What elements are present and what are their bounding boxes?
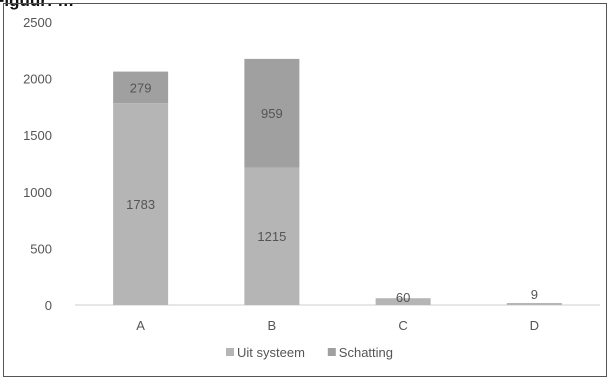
x-tick-label: D	[530, 318, 539, 333]
x-tick-label: A	[136, 318, 145, 333]
legend-label: Schatting	[339, 345, 393, 360]
y-tick-label: 500	[30, 241, 52, 256]
chart-title: Figuur: …	[0, 0, 75, 10]
x-tick-label: B	[268, 318, 277, 333]
bar-D-uit-systeem	[506, 303, 562, 305]
data-label: 1215	[257, 229, 286, 244]
y-tick-label: 0	[45, 298, 52, 313]
legend-swatch	[226, 348, 234, 356]
bar-B-uit-systeem	[244, 167, 300, 305]
chart-frame	[3, 3, 607, 377]
data-label: 959	[261, 106, 283, 121]
bar-C-uit-systeem	[375, 298, 431, 305]
data-label: 9	[531, 287, 538, 302]
y-tick-label: 1000	[23, 185, 52, 200]
y-tick-label: 2000	[23, 72, 52, 87]
bar-A-schatting	[113, 71, 169, 104]
data-label: 1783	[126, 197, 155, 212]
y-tick-label: 1500	[23, 128, 52, 143]
legend-label: Uit systeem	[237, 345, 305, 360]
x-tick-label: C	[398, 318, 407, 333]
data-label: 279	[130, 80, 152, 95]
bar-A-uit-systeem	[113, 103, 169, 305]
y-tick-label: 2500	[23, 15, 52, 30]
data-label: 60	[396, 290, 410, 305]
legend-swatch	[327, 348, 336, 356]
bar-B-schatting	[244, 58, 300, 168]
